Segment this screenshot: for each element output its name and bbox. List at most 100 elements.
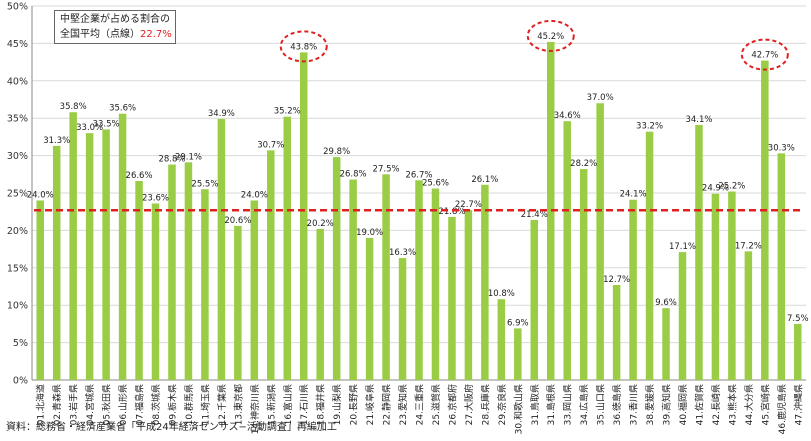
x-tick-label: 44.大分県 (743, 384, 755, 425)
bar (431, 188, 440, 380)
data-label: 10.8% (488, 289, 515, 299)
bar (168, 164, 176, 380)
data-label: 42.7% (751, 51, 778, 61)
x-tick-label: 14.神奈川県 (249, 384, 261, 434)
bars (36, 41, 802, 381)
data-label: 26.1% (471, 175, 498, 185)
data-label: 29.8% (323, 147, 350, 157)
x-tick-label: 19.山梨県 (331, 384, 343, 425)
x-tick-label: 01.北海道 (35, 384, 47, 425)
data-label: 30.7% (257, 140, 284, 150)
bar (645, 131, 654, 380)
x-tick-label: 24.三重県 (414, 384, 426, 425)
bar (448, 216, 456, 380)
bar (102, 129, 110, 380)
highlight-circle (526, 19, 575, 52)
bar (36, 200, 44, 380)
y-tick-label: 50% (7, 2, 28, 13)
data-label: 28.2% (570, 159, 597, 169)
x-tick-label: 39.高知県 (661, 384, 673, 425)
bar (217, 118, 226, 380)
y-tick-label: 0% (13, 376, 28, 387)
bar (184, 162, 193, 380)
bar (612, 285, 621, 380)
bar (135, 181, 143, 380)
data-label: 34.1% (685, 115, 712, 125)
data-label: 21.8% (438, 207, 465, 217)
x-tick-label: 33.岡山県 (563, 384, 574, 425)
data-label: 25.2% (718, 182, 745, 192)
y-tick-label: 10% (7, 301, 28, 312)
y-tick-label: 20% (7, 226, 28, 237)
bar (546, 41, 555, 381)
data-label: 16.3% (389, 248, 416, 258)
x-tick-label: 06.山形県 (117, 384, 129, 425)
x-tick-label: 37.香川県 (629, 384, 640, 425)
legend-box: 中堅企業が占める割合の 全国平均（点線）22.7% (54, 10, 176, 44)
bar (201, 189, 209, 380)
x-tick-label: 05.秋田県 (101, 384, 113, 425)
x-tick-label: 18.福井県 (315, 384, 327, 425)
x-tick-label: 23.愛知県 (397, 384, 409, 425)
x-tick-label: 42.長崎県 (710, 384, 722, 425)
data-label: 26.8% (340, 170, 367, 180)
bar (267, 150, 275, 380)
data-labels: 24.0% 31.3% 35.8% 33.0%33.5% 35.6% 26.6% 23.6%… (27, 32, 809, 328)
bar (695, 124, 703, 380)
x-tick-label: 03.岩手県 (68, 384, 80, 425)
highlight-circles (279, 19, 789, 71)
data-label: 20.6% (224, 216, 251, 226)
x-axis: 01.北海道 02.青森県 03.岩手県 04.宮城県 05.秋田県 06.山形県 07.福… (35, 384, 805, 434)
data-label: 43.8% (290, 42, 317, 52)
y-tick-label: 45% (7, 39, 28, 50)
bar (316, 228, 324, 380)
y-tick-label: 40% (7, 76, 28, 87)
data-label: 6.9% (507, 318, 529, 328)
data-label: 26.7% (405, 170, 432, 180)
data-label: 28.8% (158, 155, 185, 165)
bar (678, 252, 687, 380)
data-label: 45.2% (537, 32, 564, 42)
x-tick-label: 41.佐賀県 (693, 384, 705, 425)
x-tick-label: 38.愛媛県 (644, 384, 656, 425)
data-label: 35.2% (274, 107, 301, 117)
x-tick-label: 29.奈良県 (496, 384, 508, 425)
x-tick-label: 35.山口県 (596, 384, 607, 425)
bar (85, 133, 94, 380)
bar (299, 52, 308, 380)
bar (464, 210, 473, 380)
x-tick-label: 26.京都府 (446, 384, 458, 425)
bar (365, 237, 374, 380)
bar (744, 251, 753, 380)
data-label: 24.0% (27, 190, 54, 200)
x-tick-label: 40.福岡県 (677, 384, 689, 425)
bar (250, 200, 259, 380)
data-label: 23.6% (142, 193, 169, 203)
x-tick-label: 47.沖縄県 (792, 384, 804, 425)
x-tick-label: 46.鹿児島県 (776, 384, 788, 434)
bar (283, 116, 292, 380)
bar (629, 199, 637, 380)
y-tick-label: 15% (7, 263, 28, 274)
data-label: 33.5% (93, 119, 120, 129)
x-tick-label: 30.和歌山県 (512, 384, 524, 434)
x-tick-label: 13.東京都 (232, 384, 244, 425)
bar (332, 157, 341, 380)
x-tick-label: 21.岐阜県 (364, 384, 376, 425)
bar (514, 328, 522, 380)
legend-line-2-prefix: 全国平均（点線） (60, 29, 140, 40)
data-label: 27.5% (373, 164, 400, 174)
data-label: 30.3% (768, 143, 795, 153)
data-label: 26.6% (126, 171, 153, 181)
x-tick-label: 22.静岡県 (381, 384, 393, 425)
x-tick-label: 25.滋賀県 (430, 384, 442, 425)
data-label: 37.0% (587, 93, 614, 103)
bar (497, 299, 506, 380)
x-tick-label: 31.島根県 (545, 384, 557, 425)
bar (234, 225, 242, 380)
x-tick-label: 27.大阪府 (463, 384, 475, 425)
x-tick-label: 31.鳥取県 (529, 384, 541, 425)
data-label: 17.2% (735, 241, 762, 251)
data-label: 24.1% (620, 190, 647, 200)
data-label: 7.5% (787, 314, 809, 324)
